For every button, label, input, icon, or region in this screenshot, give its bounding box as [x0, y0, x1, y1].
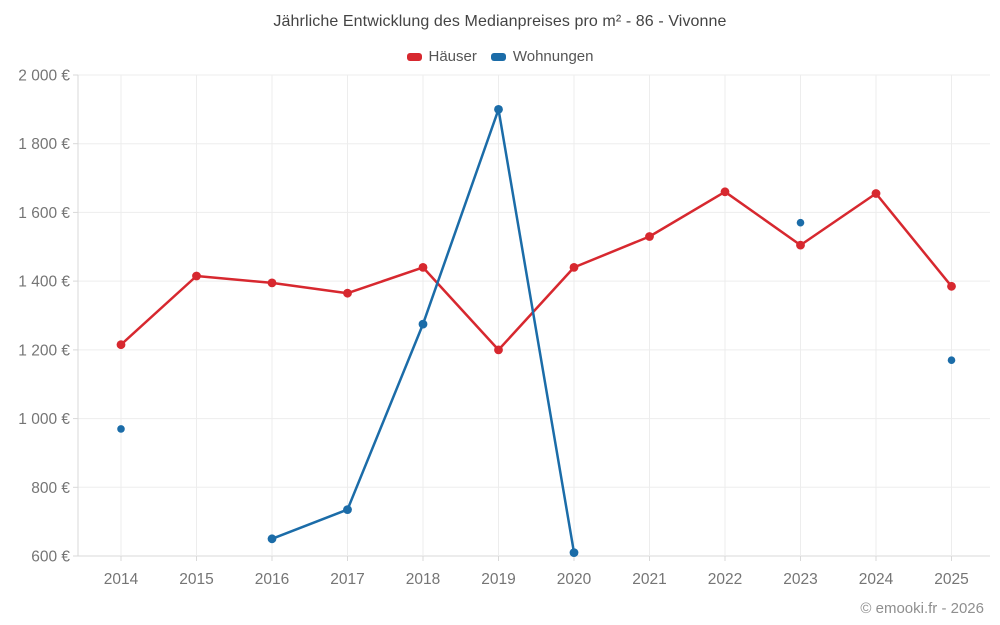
data-point-wohnungen: [494, 105, 503, 114]
y-axis-tick-label: 1 200 €: [18, 342, 70, 359]
legend-label: Wohnungen: [512, 48, 594, 65]
legend-item-wohnungen[interactable]: Wohnungen: [490, 48, 594, 65]
x-axis-tick-label: 2021: [632, 571, 666, 588]
data-point-haeuser: [267, 278, 277, 288]
y-axis-tick-label: 1 600 €: [18, 205, 70, 222]
series-line-wohnungen: [272, 109, 952, 552]
y-axis-tick-label: 600 €: [31, 549, 70, 566]
data-point-haeuser: [343, 288, 352, 298]
data-point-haeuser: [645, 232, 654, 241]
data-point-wohnungen: [267, 534, 277, 544]
y-axis-tick-label: 1 000 €: [18, 411, 70, 428]
x-axis-tick-label: 2020: [557, 571, 592, 588]
chart-legend: Häuser Wohnungen: [0, 48, 1000, 65]
y-axis-tick-label: 1 800 €: [18, 136, 70, 153]
legend-swatch-icon: [490, 52, 506, 61]
data-point-haeuser: [796, 240, 805, 250]
x-axis-tick-label: 2022: [708, 571, 742, 588]
data-point-haeuser: [947, 281, 956, 291]
data-point-wohnungen: [418, 319, 428, 329]
data-point-haeuser: [494, 345, 503, 355]
x-axis-tick-label: 2017: [330, 571, 364, 588]
data-point-haeuser: [418, 263, 428, 272]
copyright-credit: © emooki.fr - 2026: [860, 600, 984, 617]
x-axis-tick-label: 2023: [783, 571, 817, 588]
data-point-haeuser: [871, 189, 881, 198]
data-point-wohnungen: [796, 218, 805, 227]
legend-item-haeuser[interactable]: Häuser: [406, 48, 477, 65]
x-axis-tick-label: 2025: [934, 571, 968, 588]
data-point-haeuser: [720, 187, 730, 197]
data-point-wohnungen: [343, 505, 352, 514]
data-point-wohnungen: [117, 425, 125, 433]
chart-title: Jährliche Entwicklung des Medianpreises …: [273, 13, 727, 30]
x-axis-tick-label: 2019: [481, 571, 515, 588]
data-point-haeuser: [116, 340, 126, 350]
y-axis-tick-label: 800 €: [31, 480, 70, 497]
x-axis-tick-label: 2024: [859, 571, 894, 588]
y-axis-tick-label: 1 400 €: [18, 274, 70, 291]
data-point-wohnungen: [947, 356, 956, 365]
data-point-wohnungen: [569, 548, 579, 557]
legend-label: Häuser: [428, 48, 477, 65]
x-axis-tick-label: 2016: [255, 571, 289, 588]
x-axis-tick-label: 2015: [179, 571, 213, 588]
legend-swatch-icon: [406, 52, 422, 61]
series-line-haeuser: [119, 190, 953, 352]
x-axis-tick-label: 2014: [104, 571, 139, 588]
y-axis-tick-label: 2 000 €: [18, 68, 70, 85]
data-point-haeuser: [569, 263, 579, 272]
x-axis-tick-label: 2018: [406, 571, 440, 588]
data-point-haeuser: [192, 271, 201, 281]
